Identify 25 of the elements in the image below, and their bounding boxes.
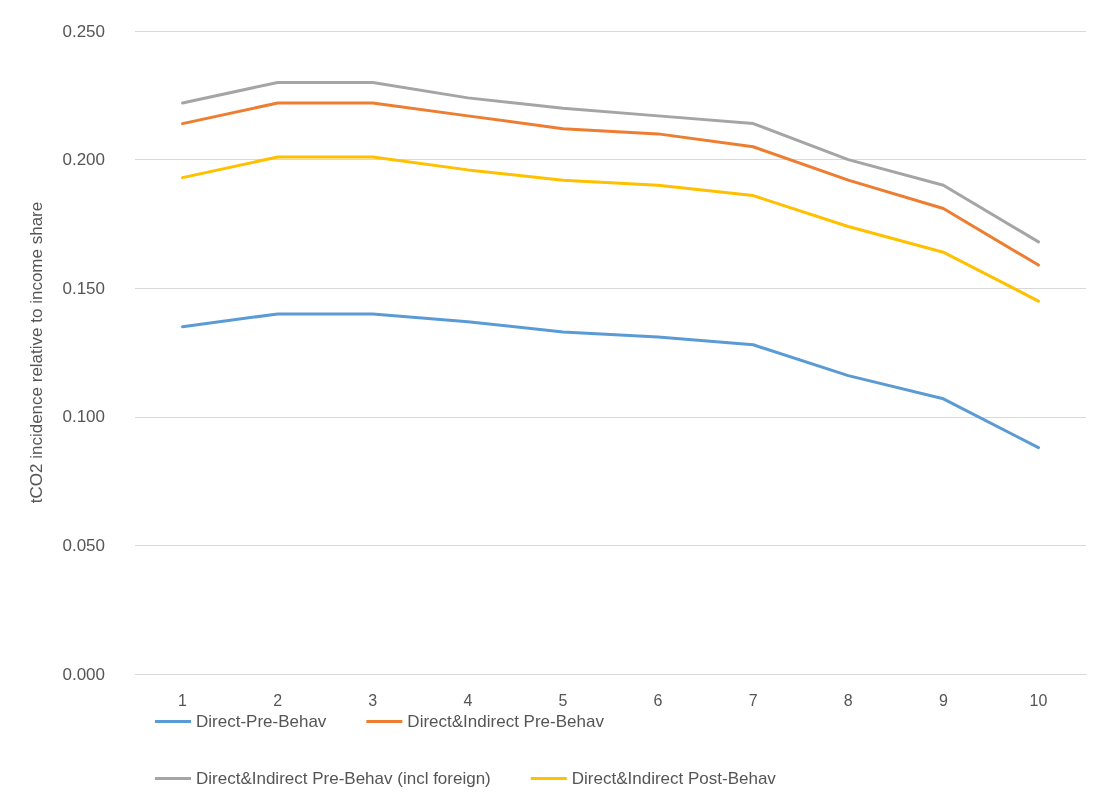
y-tick-label: 0.050 xyxy=(62,535,105,555)
x-tick-label: 4 xyxy=(463,691,473,709)
line-series xyxy=(181,312,1040,450)
y-axis-title: tCO2 incidence relative to income share xyxy=(27,201,46,504)
line-series xyxy=(181,155,1040,303)
x-tick-label: 1 xyxy=(178,691,188,709)
legend-label: Direct&Indirect Pre-Behav (incl foreign) xyxy=(196,769,491,788)
line-series xyxy=(181,101,1040,267)
x-tick-label: 8 xyxy=(843,691,853,709)
legend-label: Direct&Indirect Pre-Behav xyxy=(407,712,605,731)
line-series xyxy=(181,80,1040,244)
x-tick-label: 3 xyxy=(368,691,378,709)
x-tick-label: 5 xyxy=(558,691,568,709)
y-tick-label: 0.100 xyxy=(62,407,105,427)
y-tick-label: 0.150 xyxy=(62,278,105,298)
x-tick-label: 9 xyxy=(938,691,948,709)
x-tick-label: 7 xyxy=(748,691,758,709)
y-tick-label: 0.250 xyxy=(62,21,105,41)
legend-label: Direct-Pre-Behav xyxy=(196,712,327,731)
y-tick-label: 0.000 xyxy=(62,664,105,684)
legend-label: Direct&Indirect Post-Behav xyxy=(571,769,777,788)
x-tick-label: 2 xyxy=(273,691,283,709)
y-tick-label: 0.200 xyxy=(62,150,105,170)
x-tick-label: 6 xyxy=(653,691,663,709)
x-tick-label: 10 xyxy=(1029,691,1048,709)
